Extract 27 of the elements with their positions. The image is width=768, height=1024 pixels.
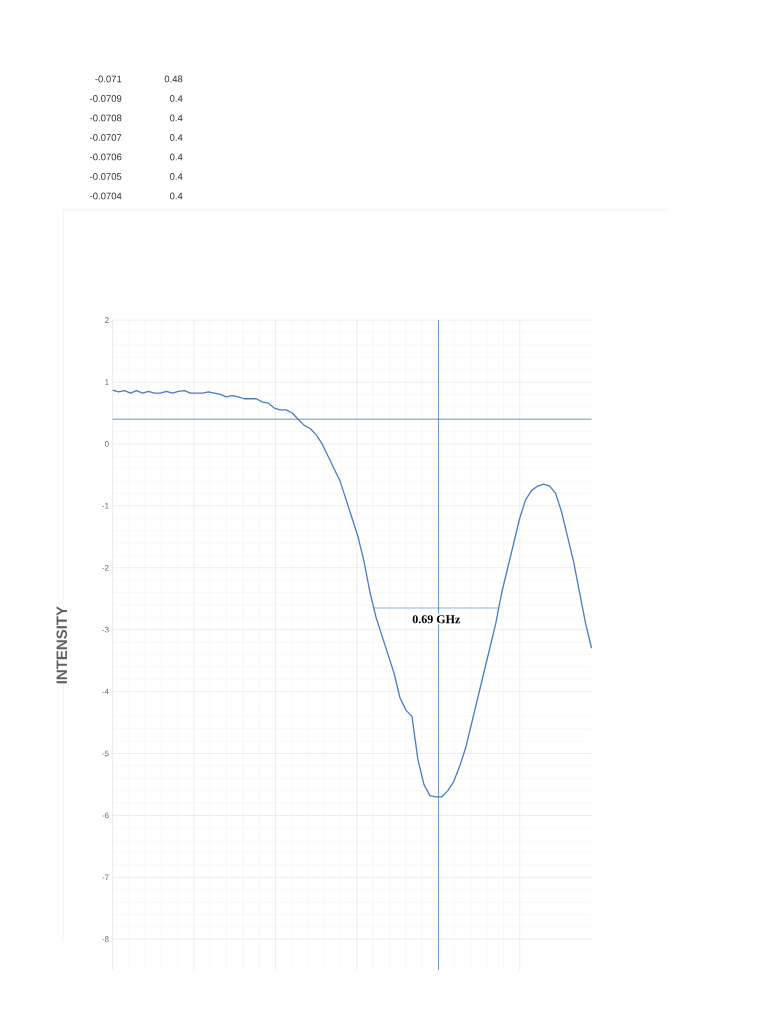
y-tick-label: -1	[102, 503, 109, 509]
y-tick-label: 1	[105, 379, 109, 385]
text: -0.0706	[90, 153, 122, 161]
text: 0.4	[169, 134, 183, 141]
y-tick-label: 0	[104, 441, 109, 447]
text: 0.4	[169, 114, 183, 122]
text: -0.0709	[90, 95, 122, 102]
text: -0.0707	[90, 134, 122, 141]
text: -0.0705	[90, 173, 122, 180]
ref-line-label: 0.69 GHz	[412, 615, 460, 624]
y-tick-label: 2	[104, 317, 109, 323]
text: 0.4	[169, 153, 183, 161]
y-axis-title: INTENSITY	[56, 606, 68, 684]
y-tick-label: -2	[102, 564, 109, 571]
text: -0.0704	[90, 192, 122, 200]
y-tick-label: -6	[102, 812, 109, 819]
y-tick-label: -3	[102, 626, 109, 633]
text: -0.071	[95, 75, 122, 83]
y-tick-label: -4	[102, 688, 109, 695]
text: -0.0708	[90, 114, 122, 122]
y-tick-label: -8	[102, 936, 109, 943]
y-tick-label: -5	[102, 750, 109, 757]
text: 0.4	[169, 173, 183, 180]
text: 0.48	[164, 75, 183, 83]
text: 0.4	[169, 95, 183, 102]
y-tick-label: -7	[102, 874, 109, 881]
text: 0.4	[169, 192, 183, 200]
